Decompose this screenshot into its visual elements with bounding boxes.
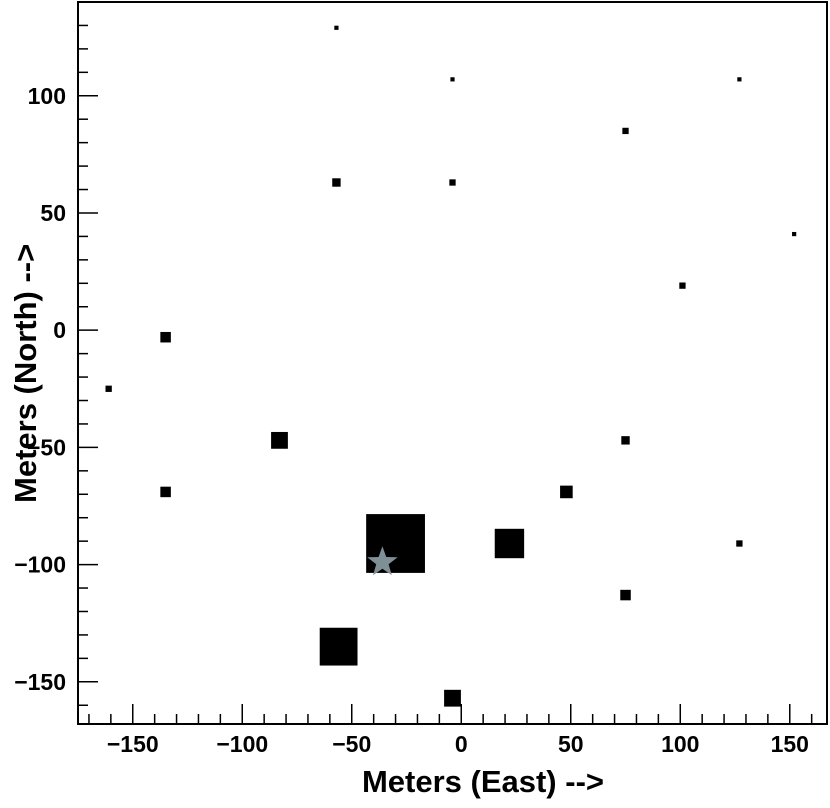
data-point-square xyxy=(737,77,742,82)
y-tick-label: −50 xyxy=(27,434,66,460)
data-point-square xyxy=(160,486,171,498)
data-point-square xyxy=(160,331,171,343)
data-point-square xyxy=(622,127,629,135)
data-point-square xyxy=(444,689,461,707)
data-point-square xyxy=(105,385,112,392)
data-point-square xyxy=(319,627,358,666)
x-tick-label: −150 xyxy=(107,731,159,757)
core-star-marker xyxy=(367,546,398,576)
y-tick-label: −100 xyxy=(14,552,66,578)
x-tick-label: 150 xyxy=(771,731,809,757)
data-point-square xyxy=(334,25,339,30)
data-point-square xyxy=(736,540,743,547)
data-point-square xyxy=(450,77,455,82)
y-tick-label: 50 xyxy=(40,200,66,226)
x-tick-label: −100 xyxy=(216,731,268,757)
data-point-square xyxy=(792,231,797,237)
y-tick-labels: −150 −100 −50 0 50 100 xyxy=(14,83,66,695)
data-point-square xyxy=(679,282,686,289)
data-point-square xyxy=(620,589,631,601)
x-tick-labels: −150 −100 −50 0 50 100 150 xyxy=(107,731,809,757)
x-axis-title: Meters (East) --> xyxy=(362,764,604,799)
y-tick-label: 0 xyxy=(53,317,66,343)
data-point-square xyxy=(366,514,425,573)
data-point-square xyxy=(271,431,288,449)
x-tick-label: −50 xyxy=(332,731,371,757)
y-axis-title: Meters (North) --> xyxy=(8,244,43,503)
data-point-square xyxy=(449,179,456,186)
x-tick-label: 0 xyxy=(455,731,468,757)
x-tick-label: 50 xyxy=(558,731,584,757)
data-point-square xyxy=(621,436,630,445)
data-points xyxy=(105,25,797,707)
axis-ticks xyxy=(78,1,813,724)
data-point-square xyxy=(332,178,341,187)
x-tick-label: 100 xyxy=(661,731,699,757)
y-tick-label: 100 xyxy=(28,83,66,109)
plot-frame xyxy=(77,1,828,725)
data-point-square xyxy=(494,528,525,559)
y-tick-label: −150 xyxy=(14,669,66,695)
data-point-square xyxy=(560,485,573,499)
